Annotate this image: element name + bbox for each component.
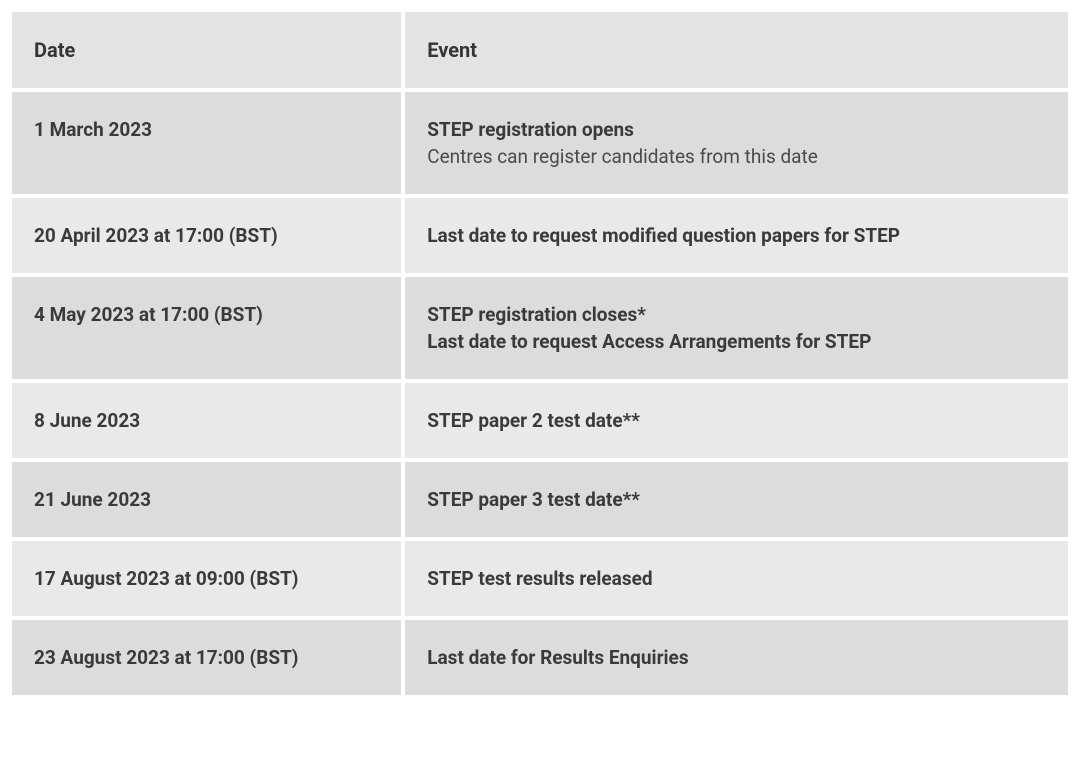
date-cell: 17 August 2023 at 09:00 (BST) [12, 541, 401, 616]
event-cell: STEP registration opens Centres can regis… [405, 92, 1068, 194]
table-row: 17 August 2023 at 09:00 (BST) STEP test r… [12, 541, 1068, 616]
event-text: STEP registration closes* [427, 303, 1046, 326]
event-cell: STEP test results released [405, 541, 1068, 616]
date-cell: 1 March 2023 [12, 92, 401, 194]
table-row: 23 August 2023 at 17:00 (BST) Last date f… [12, 620, 1068, 695]
event-text: STEP paper 3 test date** [427, 488, 1046, 511]
event-cell: Last date for Results Enquiries [405, 620, 1068, 695]
event-text: Last date to request modified question p… [427, 224, 1046, 247]
table-row: 21 June 2023 STEP paper 3 test date** [12, 462, 1068, 537]
header-date: Date [12, 12, 401, 88]
date-cell: 21 June 2023 [12, 462, 401, 537]
table-row: 20 April 2023 at 17:00 (BST) Last date to… [12, 198, 1068, 273]
event-cell: Last date to request modified question p… [405, 198, 1068, 273]
event-cell: STEP paper 2 test date** [405, 383, 1068, 458]
event-text: STEP test results released [427, 567, 1046, 590]
event-text: STEP paper 2 test date** [427, 409, 1046, 432]
table-header-row: Date Event [12, 12, 1068, 88]
table-row: 4 May 2023 at 17:00 (BST)STEP registrati… [12, 277, 1068, 379]
event-cell: STEP registration closes* Last date to re… [405, 277, 1068, 379]
date-cell: 8 June 2023 [12, 383, 401, 458]
event-cell: STEP paper 3 test date** [405, 462, 1068, 537]
table-row: 8 June 2023 STEP paper 2 test date** [12, 383, 1068, 458]
event-text: Last date for Results Enquiries [427, 646, 1046, 669]
dates-table: Date Event 1 March 2023STEP registration… [8, 8, 1072, 699]
event-text: Last date to request Access Arrangements… [427, 330, 1046, 353]
table-row: 1 March 2023 STEP registration opens Centr… [12, 92, 1068, 194]
date-cell: 4 May 2023 at 17:00 (BST) [12, 277, 401, 379]
date-cell: 20 April 2023 at 17:00 (BST) [12, 198, 401, 273]
event-text: STEP registration opens [427, 118, 1046, 141]
header-event: Event [405, 12, 1068, 88]
table-body: 1 March 2023 STEP registration opens Centr… [12, 92, 1068, 695]
event-text: Centres can register candidates from thi… [427, 145, 1046, 168]
date-cell: 23 August 2023 at 17:00 (BST) [12, 620, 401, 695]
